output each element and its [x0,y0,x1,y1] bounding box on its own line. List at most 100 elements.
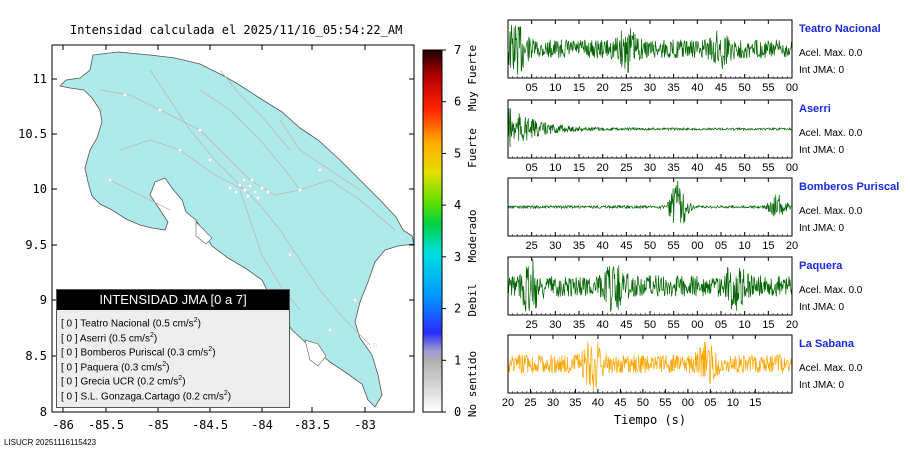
station-acel: Acel. Max. 0.0 [799,128,863,139]
legend-value-exp: 2 [162,360,167,368]
seismogram-trace [507,108,793,148]
station-int: Int JMA: 0 [799,223,845,234]
seismogram-tick-label: 35 [573,319,585,331]
seismogram-tick-label: 15 [762,319,774,331]
legend-station: Paquera [80,361,119,373]
road-line [149,69,241,186]
seismogram-tick-label: 15 [573,162,585,174]
station-name: La Sabana [799,338,855,350]
road-line [199,89,301,191]
station-acel: Acel. Max. 0.0 [799,48,863,59]
city-dot [208,158,212,162]
map-xtick-label: -84 [251,418,273,432]
seismogram-tick-label: 00 [691,240,703,252]
legend-value-exp: 2 [149,331,154,339]
seismogram-tick-label: 30 [549,240,561,252]
map-xtick-label: -83 [354,418,376,432]
city-dot [158,108,162,112]
seismogram-tick-label: 30 [644,82,656,94]
seismogram-tick-label: 05 [526,162,538,174]
city-dot [108,178,112,182]
seismogram-panel: 25 30 35 40 45 50 55 00 05 10 15 20 [507,256,798,331]
seismogram-tick-label: 20 [786,319,798,331]
map-ytick-label: 10.5 [18,127,47,141]
seismogram-tick-label: 45 [715,162,727,174]
seismogram-tick-label: 45 [620,319,632,331]
colorbar-level-label: 7 [454,43,461,57]
legend-value-close: ) [212,347,216,359]
legend-level: [ 0 ] [61,376,78,388]
colorbar-level-label: 0 [454,405,461,419]
legend-station: Aserri [79,332,107,344]
station-int: Int JMA: 0 [799,65,845,76]
legend-value-close: ) [182,376,186,388]
seismogram-xlabel: Tiempo (s) [614,413,686,427]
city-dot [228,186,232,190]
seismogram-tick-label: 55 [762,82,774,94]
seismogram-tick-label: 35 [668,82,680,94]
city-dot [123,93,127,97]
seismogram-panel: 25 30 35 40 45 50 55 00 05 10 15 20 [507,177,798,252]
seismogram-tick-label: 15 [573,82,585,94]
road-line [219,69,291,151]
legend-row: [ 0 ] Bomberos Puriscal (0.3 cm/s2) [57,343,289,358]
legend-level: [ 0 ] [61,347,78,359]
seismogram-tick-label: 25 [526,240,538,252]
map-ytick-label: 8 [40,405,47,419]
colorbar-category-label: Muy Fuerte [466,45,479,111]
city-dot [266,190,270,194]
seismogram-tick-label: 55 [762,162,774,174]
gulf-inlet [304,339,327,367]
seismogram-tick-label: 15 [749,397,761,409]
seismogram-tick-label: 20 [597,82,609,94]
legend-level: [ 0 ] [61,318,78,330]
legend-list: [ 0 ] Teatro Nacional (0.5 cm/s2)[ 0 ] A… [57,310,289,402]
seismogram-tick-label: 00 [691,319,703,331]
legend-station: S.L. Gonzaga.Cartago [80,390,180,402]
seismogram-tick-label: 00 [786,82,798,94]
legend-row: [ 0 ] Teatro Nacional (0.5 cm/s2) [57,314,289,329]
seismogram-tick-label: 20 [786,240,798,252]
station-name: Aserri [799,103,831,115]
seismogram-tick-label: 55 [668,240,680,252]
seismogram-tick-label: 50 [637,397,649,409]
legend-value-close: ) [153,332,158,344]
city-dot [373,343,377,347]
seismogram-tick-label: 40 [691,82,703,94]
city-dot [178,148,182,152]
road-line [99,89,396,231]
legend-value: (0.5 cm/s [152,318,194,330]
colorbar-level-label: 2 [454,302,461,316]
seismogram-tick-label: 50 [644,240,656,252]
map-title: Intensidad calculada el 2025/11/16_05:54… [70,23,403,37]
city-dot [242,178,246,182]
seismogram-tick-label: 40 [691,162,703,174]
map-xtick-label: -84.5 [192,418,228,432]
city-dot [250,178,254,182]
legend-value: (0.2 cm/s [137,376,179,388]
seismogram-panel: 20 25 30 35 40 45 50 55 00 05 10 15 Tiempo (s) [502,334,793,427]
colorbar-category-label: Fuerte [466,128,479,168]
colorbar-category-label: Debil [466,283,479,316]
legend-row: [ 0 ] Grecia UCR (0.2 cm/s2) [57,372,289,387]
legend-value: (0.5 cm/s [108,332,150,344]
seismogram-tick-label: 05 [715,319,727,331]
legend-value-close: ) [197,318,201,330]
seismogram-tick-label: 25 [526,319,538,331]
seismogram-tick-label: 10 [739,319,751,331]
legend-value-close: ) [166,361,170,373]
map-frame [51,44,415,413]
seismogram-tick-label: 30 [644,162,656,174]
legend-level: [ 0 ] [61,361,78,373]
seismogram-trace [507,258,793,312]
seismogram-tick-label: 00 [682,397,694,409]
station-acel: Acel. Max. 0.0 [799,206,863,217]
seismogram-tick-label: 35 [668,162,680,174]
city-dot [198,128,202,132]
city-dot [353,298,357,302]
colorbar-level-label: 6 [454,95,461,109]
seismogram-tick-label: 15 [762,240,774,252]
seismogram-tick-label: 30 [549,319,561,331]
colorbar-category-label: No sentido [466,351,479,417]
seismogram-tick-label: 50 [739,82,751,94]
